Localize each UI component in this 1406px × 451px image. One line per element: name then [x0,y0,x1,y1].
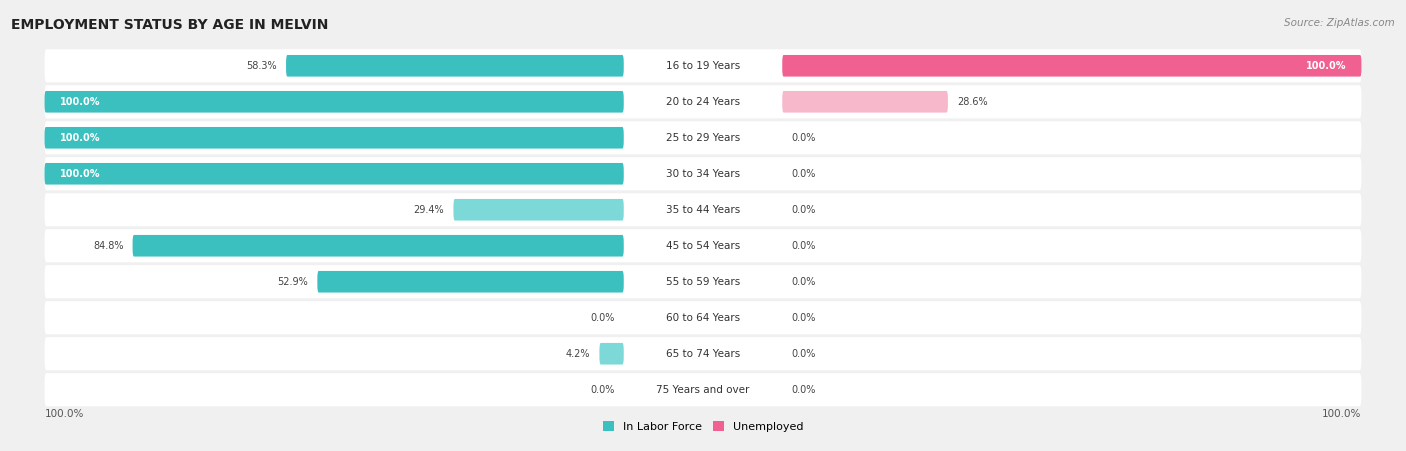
FancyBboxPatch shape [45,163,624,184]
FancyBboxPatch shape [45,373,1361,406]
Text: 55 to 59 Years: 55 to 59 Years [666,277,740,287]
Text: 100.0%: 100.0% [1322,409,1361,419]
Text: 75 Years and over: 75 Years and over [657,385,749,395]
Text: 0.0%: 0.0% [792,313,815,323]
FancyBboxPatch shape [45,229,1361,262]
Text: 0.0%: 0.0% [792,133,815,143]
Text: 0.0%: 0.0% [792,277,815,287]
Text: 28.6%: 28.6% [957,97,987,107]
FancyBboxPatch shape [132,235,624,257]
FancyBboxPatch shape [45,265,1361,298]
Legend: In Labor Force, Unemployed: In Labor Force, Unemployed [603,421,803,432]
Text: 100.0%: 100.0% [60,97,100,107]
Text: 100.0%: 100.0% [45,409,84,419]
Text: EMPLOYMENT STATUS BY AGE IN MELVIN: EMPLOYMENT STATUS BY AGE IN MELVIN [11,18,329,32]
Text: 45 to 54 Years: 45 to 54 Years [666,241,740,251]
FancyBboxPatch shape [45,121,1361,154]
Text: 100.0%: 100.0% [1306,61,1346,71]
FancyBboxPatch shape [45,127,624,148]
FancyBboxPatch shape [45,85,1361,118]
FancyBboxPatch shape [45,337,1361,370]
Text: 29.4%: 29.4% [413,205,444,215]
Text: 60 to 64 Years: 60 to 64 Years [666,313,740,323]
Text: 35 to 44 Years: 35 to 44 Years [666,205,740,215]
FancyBboxPatch shape [318,271,624,293]
FancyBboxPatch shape [45,49,1361,83]
FancyBboxPatch shape [45,157,1361,190]
Text: 52.9%: 52.9% [277,277,308,287]
Text: 58.3%: 58.3% [246,61,277,71]
Text: 100.0%: 100.0% [60,169,100,179]
Text: 65 to 74 Years: 65 to 74 Years [666,349,740,359]
FancyBboxPatch shape [45,91,624,113]
Text: 0.0%: 0.0% [792,205,815,215]
FancyBboxPatch shape [45,193,1361,226]
FancyBboxPatch shape [782,55,1361,77]
Text: 4.2%: 4.2% [565,349,591,359]
FancyBboxPatch shape [285,55,624,77]
Text: 30 to 34 Years: 30 to 34 Years [666,169,740,179]
Text: 0.0%: 0.0% [792,385,815,395]
Text: 0.0%: 0.0% [591,313,614,323]
FancyBboxPatch shape [782,91,948,113]
Text: 20 to 24 Years: 20 to 24 Years [666,97,740,107]
Text: 16 to 19 Years: 16 to 19 Years [666,61,740,71]
Text: 0.0%: 0.0% [792,169,815,179]
FancyBboxPatch shape [599,343,624,364]
Text: 25 to 29 Years: 25 to 29 Years [666,133,740,143]
Text: 0.0%: 0.0% [792,349,815,359]
Text: 0.0%: 0.0% [591,385,614,395]
Text: 100.0%: 100.0% [60,133,100,143]
Text: 0.0%: 0.0% [792,241,815,251]
FancyBboxPatch shape [45,301,1361,334]
Text: Source: ZipAtlas.com: Source: ZipAtlas.com [1284,18,1395,28]
Text: 84.8%: 84.8% [93,241,124,251]
FancyBboxPatch shape [454,199,624,221]
